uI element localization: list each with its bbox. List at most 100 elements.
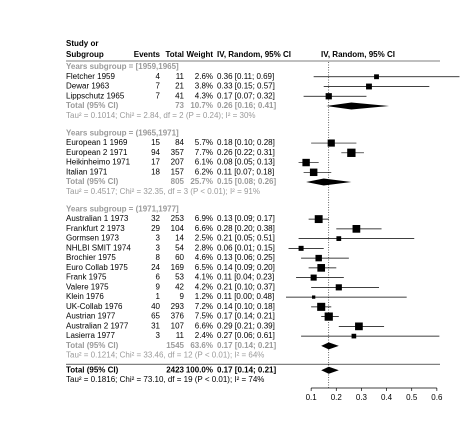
- study-box: [374, 74, 379, 80]
- weight: 2.6%: [195, 72, 213, 81]
- weight: 2.5%: [195, 234, 213, 243]
- ci: 0.26 [0.16; 0.41]: [217, 101, 276, 110]
- total: 54: [175, 243, 184, 252]
- study-name: Austrian 1977: [66, 312, 116, 321]
- weight: 1.2%: [195, 292, 213, 301]
- summary-diamond: [326, 102, 390, 110]
- total: 21: [175, 82, 184, 91]
- study-name: UK-Collab 1976: [66, 302, 123, 311]
- weight: 5.7%: [195, 138, 213, 147]
- header-total: Total: [165, 50, 184, 59]
- x-tick-label: 0.2: [331, 393, 343, 402]
- study-box: [317, 302, 326, 311]
- ci: 0.33 [0.15; 0.57]: [217, 82, 275, 91]
- ci: 0.13 [0.09; 0.17]: [217, 214, 275, 223]
- ci: 0.11 [0.04; 0.23]: [217, 273, 274, 282]
- total: 805: [171, 177, 185, 186]
- events: 3: [156, 331, 161, 340]
- study-box: [317, 264, 326, 272]
- events: 6: [156, 273, 161, 282]
- weight: 7.7%: [195, 148, 213, 157]
- weight: 25.7%: [190, 177, 213, 186]
- subgroup-title: Years subgroup = [1959,1965]: [66, 62, 179, 71]
- heterogeneity: Tau² = 0.1816; Chi² = 73.10, df = 19 (P …: [66, 375, 264, 384]
- study-name: Lippschutz 1965: [66, 91, 125, 100]
- total: 293: [171, 302, 185, 311]
- events: 8: [156, 253, 161, 262]
- events: 9: [156, 282, 161, 291]
- heterogeneity: Tau² = 0.1214; Chi² = 33.46, df = 12 (P …: [66, 351, 264, 360]
- total: 41: [175, 91, 184, 100]
- weight: 7.2%: [195, 302, 213, 311]
- study-box: [347, 148, 356, 157]
- total: 169: [171, 263, 185, 272]
- total: 107: [171, 321, 185, 330]
- header-ci: IV, Random, 95% CI: [217, 50, 291, 59]
- ci: 0.11 [0.07; 0.18]: [217, 167, 274, 176]
- study-name: European 2 1971: [66, 148, 128, 157]
- study-name: Italian 1971: [66, 167, 108, 176]
- ci: 0.29 [0.21; 0.39]: [217, 321, 275, 330]
- weight: 10.7%: [190, 101, 213, 110]
- events: 24: [151, 263, 160, 272]
- events: 15: [151, 138, 160, 147]
- weight: 100.0%: [186, 365, 213, 374]
- x-tick-label: 0.4: [381, 393, 393, 402]
- total: 14: [175, 234, 184, 243]
- header-weight: Weight: [186, 50, 213, 59]
- total: 104: [171, 224, 185, 233]
- study-box: [315, 254, 322, 262]
- ci: 0.17 [0.14; 0.21]: [217, 365, 276, 374]
- weight: 6.1%: [195, 158, 213, 167]
- events: 31: [151, 321, 160, 330]
- events: 29: [151, 224, 160, 233]
- events: 7: [156, 91, 161, 100]
- total: 42: [175, 282, 184, 291]
- study-name: Total (95% CI): [66, 101, 119, 110]
- study-box: [366, 83, 372, 90]
- events: 17: [151, 158, 160, 167]
- events: 7: [156, 82, 161, 91]
- weight: 3.8%: [195, 82, 213, 91]
- study-name: Total (95% CI): [66, 365, 119, 374]
- weight: 4.2%: [195, 282, 213, 291]
- events: 3: [156, 243, 161, 252]
- study-name: Valere 1975: [66, 282, 109, 291]
- ci: 0.17 [0.07; 0.32]: [217, 91, 275, 100]
- total: 1545: [166, 341, 184, 350]
- heterogeneity: Tau² = 0.4517; Chi² = 32.35, df = 3 (P <…: [66, 187, 260, 196]
- events: 94: [151, 148, 160, 157]
- events: 32: [151, 214, 160, 223]
- study-name: Frankfurt 2 1973: [66, 224, 125, 233]
- study-name: Australian 2 1977: [66, 321, 129, 330]
- total: 73: [175, 101, 184, 110]
- subgroup-title: Years subgroup = (1965,1971]: [66, 128, 179, 137]
- summary-diamond: [321, 342, 339, 350]
- total: 157: [171, 167, 185, 176]
- header-study: Subgroup: [66, 50, 104, 59]
- x-tick-label: 0.6: [431, 393, 443, 402]
- weight: 4.6%: [195, 253, 213, 262]
- weight: 7.5%: [195, 312, 213, 321]
- events: 4: [156, 72, 161, 81]
- study-name: Lasierra 1977: [66, 331, 115, 340]
- study-box: [352, 224, 361, 233]
- total: 2423: [166, 365, 184, 374]
- ci: 0.17 [0.14; 0.21]: [217, 312, 275, 321]
- study-box: [351, 333, 357, 339]
- x-tick-label: 0.5: [406, 393, 418, 402]
- total: 253: [171, 214, 185, 223]
- ci: 0.26 [0.22; 0.31]: [217, 148, 275, 157]
- study-name: Frank 1975: [66, 273, 107, 282]
- total: 9: [180, 292, 185, 301]
- ci: 0.17 [0.14; 0.21]: [217, 341, 276, 350]
- header-events: Events: [134, 50, 161, 59]
- ci: 0.27 [0.06; 0.61]: [217, 331, 275, 340]
- ci: 0.21 [0.10; 0.37]: [217, 282, 275, 291]
- weight: 6.6%: [195, 224, 213, 233]
- events: 1: [156, 292, 161, 301]
- ci: 0.14 [0.10; 0.18]: [217, 302, 275, 311]
- ci: 0.15 [0.08; 0.26]: [217, 177, 276, 186]
- events: 65: [151, 312, 160, 321]
- study-box: [327, 139, 335, 147]
